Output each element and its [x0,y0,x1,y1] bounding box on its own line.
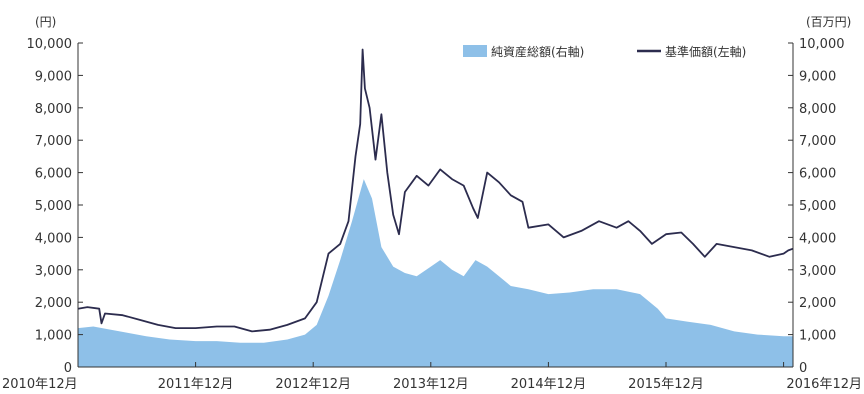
net-assets-area-layer [78,179,793,367]
right-axis-tick-label: 9,000 [799,69,836,84]
right-axis-tick-label: 10,000 [799,37,845,52]
legend: 純資産総額(右軸) 基準価額(左軸) [463,44,746,59]
right-axis-tick-label: 1,000 [799,329,836,344]
x-axis-tick-label: 2014年12月 [511,377,587,392]
right-axis-tick-label: 4,000 [799,231,836,246]
left-axis-tick-label: 6,000 [35,167,72,182]
x-axis-tick-label: 2016年12月 [786,377,862,392]
right-axis-unit: (百万円) [806,15,851,29]
left-axis-tick-label: 10,000 [27,37,73,52]
x-axis-tick-label: 2015年12月 [628,377,704,392]
left-axis-tick-label: 9,000 [35,69,72,84]
right-axis-tick-label: 2,000 [799,296,836,311]
right-axis-tick-label: 8,000 [799,102,836,117]
nav-line [77,48,794,333]
axes: 0 1,000 2,000 3,000 4,000 5,000 6,000 7,000 8,00… [2,37,862,392]
right-axis-tick-label: 3,000 [799,264,836,279]
left-axis-tick-label: 8,000 [35,102,72,117]
right-axis-tick-label: 5,000 [799,199,836,214]
left-axis-tick-label: 4,000 [35,231,72,246]
left-axis-tick-label: 2,000 [35,296,72,311]
x-axis-tick-label: 2010年12月 [2,377,78,392]
left-axis-tick-label: 7,000 [35,134,72,149]
left-axis-tick-label: 3,000 [35,264,72,279]
left-axis-tick-label: 0 [64,361,72,376]
left-axis-unit: (円) [35,15,56,29]
legend-swatch-net-assets [463,45,487,57]
legend-label-nav: 基準価額(左軸) [665,44,746,59]
nav-line-layer [77,48,794,333]
right-axis-tick-label: 6,000 [799,167,836,182]
x-axis-tick-label: 2012年12月 [275,377,351,392]
right-axis-tick-label: 7,000 [799,134,836,149]
net-assets-area [78,179,793,367]
x-axis-tick-label: 2011年12月 [158,377,234,392]
legend-label-net-assets: 純資産総額(右軸) [491,44,584,59]
right-axis-tick-label: 0 [799,361,807,376]
left-axis-tick-label: 5,000 [35,199,72,214]
x-axis-tick-label: 2013年12月 [393,377,469,392]
left-axis-tick-label: 1,000 [35,329,72,344]
